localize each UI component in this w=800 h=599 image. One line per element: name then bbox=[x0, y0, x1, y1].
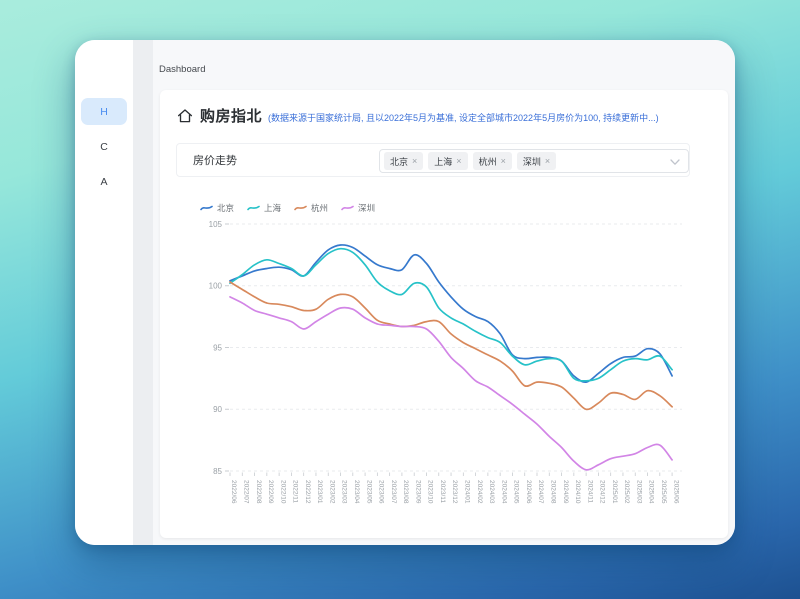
svg-text:2024/05: 2024/05 bbox=[513, 480, 520, 504]
svg-text:2022/06: 2022/06 bbox=[230, 480, 237, 504]
svg-text:2022/09: 2022/09 bbox=[267, 480, 274, 504]
series-line-2 bbox=[229, 281, 673, 411]
svg-text:2022/12: 2022/12 bbox=[304, 480, 311, 504]
svg-text:2025/04: 2025/04 bbox=[648, 480, 655, 504]
legend-line-icon bbox=[247, 205, 260, 211]
svg-text:2022/07: 2022/07 bbox=[242, 480, 249, 504]
page-title: 购房指北 bbox=[200, 108, 263, 125]
sidebar-item-h[interactable]: H bbox=[81, 98, 127, 125]
chart-legend: 北京 上海 杭州 深圳 bbox=[200, 202, 375, 214]
legend-label: 北京 bbox=[217, 203, 235, 213]
legend-line-icon bbox=[341, 205, 354, 211]
svg-text:85: 85 bbox=[213, 467, 222, 476]
svg-text:2025/03: 2025/03 bbox=[635, 480, 642, 504]
svg-text:2023/12: 2023/12 bbox=[451, 480, 458, 504]
legend-line-icon bbox=[294, 205, 307, 211]
city-tag-label: 北京 bbox=[390, 156, 409, 167]
svg-text:2025/05: 2025/05 bbox=[660, 480, 667, 504]
legend-line-icon bbox=[200, 205, 213, 211]
legend-item-3[interactable]: 深圳 bbox=[341, 202, 375, 214]
svg-text:2025/02: 2025/02 bbox=[623, 480, 630, 504]
series-line-0 bbox=[229, 244, 673, 383]
svg-text:2024/02: 2024/02 bbox=[476, 480, 483, 504]
filter-panel: 房价走势 北京 × 上海 × 杭州 × 深圳 × bbox=[176, 143, 690, 177]
svg-text:95: 95 bbox=[213, 343, 222, 352]
svg-text:2024/07: 2024/07 bbox=[537, 480, 544, 504]
city-tag-0[interactable]: 北京 × bbox=[384, 152, 424, 170]
svg-text:2023/01: 2023/01 bbox=[316, 480, 323, 504]
app-window: H C A Dashboard 购房指北 (数据来源于国家统计局, 且以2022年5… bbox=[75, 40, 735, 545]
legend-label: 上海 bbox=[264, 203, 282, 213]
sidebar-item-c[interactable]: C bbox=[100, 140, 108, 153]
svg-text:2024/01: 2024/01 bbox=[464, 480, 471, 504]
svg-text:2022/08: 2022/08 bbox=[255, 480, 262, 504]
series-line-3 bbox=[229, 296, 673, 471]
city-tag-label: 上海 bbox=[434, 156, 453, 167]
breadcrumb: Dashboard bbox=[159, 64, 206, 75]
chart-container: 85 90 95 100 105 2022/06 2022/07 2022/08 2022/09… bbox=[196, 214, 716, 524]
home-icon bbox=[177, 108, 193, 122]
svg-text:2023/06: 2023/06 bbox=[378, 480, 385, 504]
tag-remove-icon[interactable]: × bbox=[412, 156, 418, 166]
legend-item-0[interactable]: 北京 bbox=[200, 202, 234, 214]
chevron-down-icon[interactable] bbox=[670, 159, 680, 166]
tag-remove-icon[interactable]: × bbox=[500, 156, 506, 166]
series-line-1 bbox=[229, 247, 673, 382]
sidebar-item-a[interactable]: A bbox=[100, 175, 108, 188]
svg-text:2024/06: 2024/06 bbox=[525, 480, 532, 504]
tag-remove-icon[interactable]: × bbox=[456, 156, 462, 166]
svg-text:2024/09: 2024/09 bbox=[562, 480, 569, 504]
content-card: 购房指北 (数据来源于国家统计局, 且以2022年5月为基准, 设定全部城市20… bbox=[160, 90, 728, 538]
city-tag-2[interactable]: 杭州 × bbox=[472, 152, 512, 170]
svg-text:2023/03: 2023/03 bbox=[341, 480, 348, 504]
svg-text:2024/11: 2024/11 bbox=[586, 480, 593, 503]
main-content: Dashboard 购房指北 (数据来源于国家统计局, 且以2022年5月为基准… bbox=[153, 40, 735, 545]
svg-text:2023/07: 2023/07 bbox=[390, 480, 397, 504]
svg-text:2024/12: 2024/12 bbox=[599, 480, 606, 504]
city-tag-1[interactable]: 上海 × bbox=[428, 152, 468, 170]
svg-text:2023/05: 2023/05 bbox=[365, 480, 372, 504]
city-multiselect[interactable]: 北京 × 上海 × 杭州 × 深圳 × bbox=[379, 149, 689, 173]
svg-text:2023/04: 2023/04 bbox=[353, 480, 360, 504]
city-tag-label: 杭州 bbox=[478, 156, 497, 167]
svg-text:2024/03: 2024/03 bbox=[488, 480, 495, 504]
filter-label: 房价走势 bbox=[193, 155, 237, 167]
svg-text:2023/02: 2023/02 bbox=[328, 480, 335, 504]
svg-text:2023/09: 2023/09 bbox=[414, 480, 421, 504]
svg-text:90: 90 bbox=[213, 405, 222, 414]
svg-text:2024/04: 2024/04 bbox=[500, 480, 507, 504]
city-tag-label: 深圳 bbox=[522, 156, 541, 167]
svg-text:2023/11: 2023/11 bbox=[439, 480, 446, 503]
legend-item-2[interactable]: 杭州 bbox=[294, 202, 328, 214]
svg-text:2025/06: 2025/06 bbox=[672, 480, 679, 504]
svg-text:105: 105 bbox=[209, 220, 223, 229]
price-trend-chart: 85 90 95 100 105 2022/06 2022/07 2022/08 2022/09… bbox=[209, 220, 682, 504]
sidebar-divider bbox=[133, 40, 153, 545]
svg-text:2022/11: 2022/11 bbox=[292, 480, 299, 503]
svg-text:2022/10: 2022/10 bbox=[279, 480, 286, 504]
legend-label: 杭州 bbox=[311, 203, 329, 213]
legend-item-1[interactable]: 上海 bbox=[247, 202, 281, 214]
svg-text:2025/01: 2025/01 bbox=[611, 480, 618, 504]
tag-remove-icon[interactable]: × bbox=[544, 156, 551, 166]
city-tag-3[interactable]: 深圳 × bbox=[516, 152, 557, 170]
svg-text:2023/08: 2023/08 bbox=[402, 480, 409, 504]
svg-text:2023/10: 2023/10 bbox=[427, 480, 434, 504]
svg-text:2024/08: 2024/08 bbox=[549, 480, 556, 504]
sidebar: H C A bbox=[75, 40, 133, 545]
page-title-row: 购房指北 (数据来源于国家统计局, 且以2022年5月为基准, 设定全部城市20… bbox=[160, 90, 728, 126]
svg-text:100: 100 bbox=[209, 282, 223, 291]
svg-text:2024/10: 2024/10 bbox=[574, 480, 581, 504]
legend-label: 深圳 bbox=[358, 203, 376, 213]
page-title-note: (数据来源于国家统计局, 且以2022年5月为基准, 设定全部城市2022年5月… bbox=[268, 112, 659, 123]
